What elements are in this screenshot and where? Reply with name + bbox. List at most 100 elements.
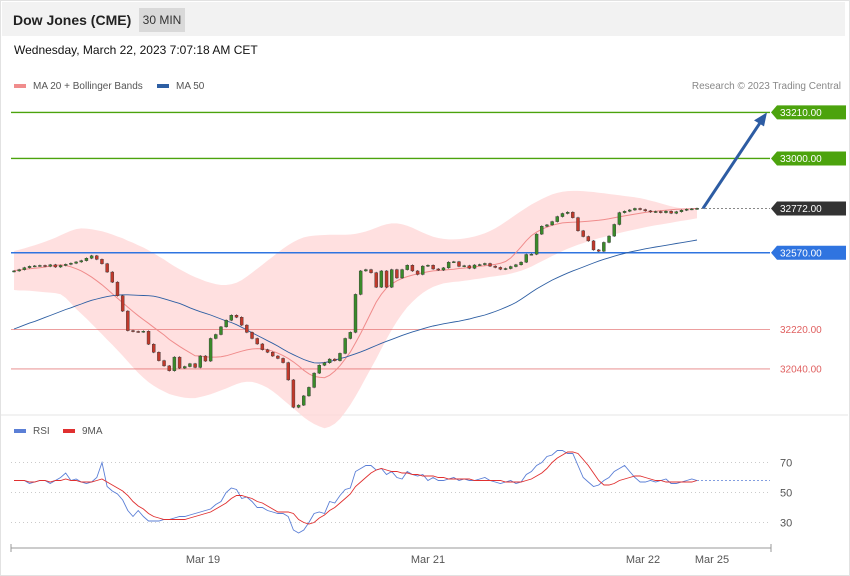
- candle: [48, 263, 52, 268]
- candle: [503, 267, 508, 271]
- candle: [695, 207, 699, 210]
- candle: [53, 263, 58, 268]
- ma9-swatch: [63, 429, 75, 434]
- candle: [483, 262, 487, 266]
- candle-body: [426, 265, 430, 267]
- candle-body: [457, 261, 461, 267]
- candle: [596, 249, 601, 253]
- candle-body: [348, 332, 353, 339]
- candle-body: [410, 265, 415, 272]
- candle: [343, 337, 347, 355]
- candle: [426, 264, 430, 267]
- candle: [617, 211, 622, 226]
- rsi-tick-70: 70: [780, 458, 792, 470]
- candle: [100, 258, 104, 265]
- candle: [457, 260, 461, 268]
- legend-ma20: MA 20 + Bollinger Bands: [14, 81, 143, 92]
- candle-body: [105, 263, 109, 273]
- candle-body: [141, 331, 146, 333]
- candle: [576, 216, 580, 232]
- candle: [27, 265, 32, 269]
- candle: [684, 208, 689, 212]
- candle: [296, 404, 301, 409]
- candle-body: [53, 264, 58, 268]
- candle-body: [296, 404, 301, 408]
- candle: [260, 343, 265, 351]
- candle: [415, 270, 420, 276]
- candle: [690, 208, 694, 211]
- forecast-arrow-head: [754, 112, 767, 127]
- candle-body: [183, 366, 187, 369]
- candle-body: [565, 211, 570, 214]
- copyright-text: Research © 2023 Trading Central: [691, 81, 841, 92]
- instrument-title: Dow Jones (CME): [13, 12, 132, 28]
- candle-body: [400, 269, 404, 279]
- candle-body: [550, 221, 554, 226]
- candle: [250, 331, 254, 340]
- candle: [498, 266, 503, 271]
- candle-body: [110, 271, 115, 283]
- level-tag-bg: [771, 151, 846, 166]
- candle-body: [302, 395, 306, 406]
- rsi-line: [14, 450, 698, 534]
- candle-body: [219, 326, 223, 335]
- candle-body: [177, 356, 182, 369]
- candle: [395, 268, 399, 279]
- candle: [157, 351, 161, 362]
- candle: [405, 264, 409, 271]
- candle-body: [369, 269, 373, 273]
- candle: [659, 210, 663, 214]
- candle: [183, 365, 187, 369]
- time-tick-Mar-21: Mar 21: [411, 554, 445, 566]
- candle: [74, 261, 78, 265]
- candle: [622, 210, 627, 214]
- candle: [219, 325, 223, 336]
- level-tag-32570.00: 32570.00: [771, 245, 846, 260]
- candle-body: [317, 365, 321, 374]
- candle-body: [436, 268, 440, 271]
- candle: [105, 262, 109, 273]
- candle: [271, 351, 275, 357]
- candle-body: [131, 330, 135, 332]
- level-tag-bg: [771, 245, 846, 260]
- candle-body: [203, 355, 208, 362]
- candle-body: [214, 334, 218, 339]
- candle-body: [441, 267, 446, 271]
- candle: [84, 257, 89, 262]
- candle-body: [64, 264, 68, 266]
- candle: [327, 358, 332, 364]
- candle-body: [307, 387, 311, 397]
- candle-body: [89, 255, 94, 259]
- candle-body: [462, 265, 466, 267]
- candle: [43, 264, 47, 268]
- candle: [64, 263, 68, 267]
- moving-average-layer: [13, 207, 698, 379]
- candle: [281, 357, 285, 364]
- candle: [591, 240, 596, 251]
- level-tag-label: 33000.00: [780, 154, 822, 165]
- candle-body: [12, 270, 16, 273]
- candle-body: [581, 230, 585, 237]
- rsi-tick-30: 30: [780, 518, 792, 530]
- candle: [648, 209, 653, 213]
- candle: [162, 359, 166, 367]
- candle: [224, 319, 228, 328]
- candle-body: [591, 240, 596, 251]
- candle: [276, 355, 280, 360]
- candle-body: [95, 255, 99, 260]
- candle: [410, 264, 415, 272]
- legend-rsi: RSI: [14, 426, 50, 437]
- candle: [38, 264, 42, 267]
- candle: [302, 395, 306, 407]
- candle: [446, 261, 451, 269]
- candle-body: [115, 281, 120, 296]
- candle: [374, 271, 378, 289]
- candle-body: [239, 317, 244, 326]
- candle: [441, 266, 446, 271]
- candle-body: [514, 264, 518, 267]
- candle-body: [669, 211, 673, 214]
- candle-body: [659, 211, 663, 213]
- timeframe-button[interactable]: 30 MIN: [139, 8, 185, 32]
- candle-body: [286, 362, 290, 381]
- candle: [177, 356, 182, 369]
